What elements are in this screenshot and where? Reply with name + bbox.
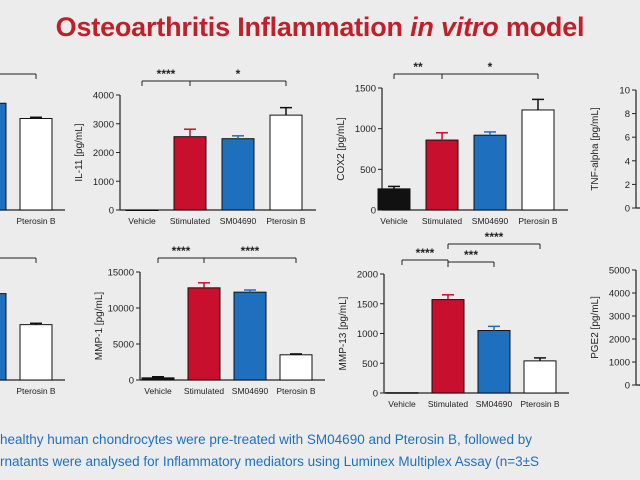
mmp13-y-tick-label: 0	[373, 389, 378, 400]
mmp1-x-tick-label: Pterosin B	[276, 386, 316, 396]
mmp1-bar	[187, 287, 221, 381]
il8-partial-bar	[0, 293, 7, 381]
pge2-partial-y-axis-label: PGE2 [pg/mL]	[590, 296, 601, 359]
mmp1-x-tick-label: SM04690	[232, 386, 269, 396]
il11-bar	[221, 138, 255, 211]
il6-partial-bar	[0, 102, 7, 211]
il11-x-tick-label: SM04690	[220, 216, 257, 226]
il11-bar	[173, 136, 207, 211]
pge2-partial-y-tick-label: 5000	[609, 266, 630, 277]
mmp13-sig-label: ****	[485, 230, 504, 244]
mmp1-y-tick-label: 0	[129, 376, 134, 387]
il11-bar	[125, 209, 159, 211]
il11-bar	[269, 114, 303, 211]
tnfa-partial-y-tick-label: 0	[625, 204, 630, 215]
mmp1-y-tick-label: 15000	[108, 268, 134, 279]
il11-x-tick-label: Stimulated	[170, 216, 210, 226]
il11-sig-label: *	[236, 67, 241, 81]
il11-x-tick-label: Pterosin B	[266, 216, 306, 226]
mmp13-x-tick-label: Stimulated	[428, 399, 468, 409]
mmp13-sig-label: ****	[416, 246, 435, 260]
cox2-y-tick-label: 1000	[355, 124, 376, 135]
cox2-x-tick-label: Vehicle	[380, 216, 408, 226]
cox2-bar	[425, 139, 459, 211]
pge2-partial-y-tick-label: 4000	[609, 289, 630, 300]
mmp13-y-tick-label: 2000	[357, 270, 378, 281]
mmp1-y-tick-label: 10000	[108, 304, 134, 315]
mmp1-y-tick-label: 5000	[113, 340, 134, 351]
tnfa-partial-y-tick-label: 4	[625, 156, 630, 167]
mmp13-bar	[385, 392, 419, 394]
cox2-x-tick-label: Stimulated	[422, 216, 462, 226]
mmp1-x-tick-label: Stimulated	[184, 386, 224, 396]
il11-sig-label: ****	[157, 67, 176, 81]
il8-partial-bar	[19, 324, 53, 381]
mmp1-sig-label: ****	[172, 244, 191, 258]
cox2-y-tick-label: 0	[371, 206, 376, 217]
mmp13-y-axis-label: MMP-13 [pg/mL]	[338, 296, 349, 370]
il8-partial-x-tick-label: Pterosin B	[16, 386, 56, 396]
cox2-x-tick-label: SM04690	[472, 216, 509, 226]
cox2-sig-label: **	[413, 60, 423, 74]
mmp13-y-tick-label: 500	[362, 359, 378, 370]
il6-partial-bar	[19, 118, 53, 211]
cox2-bar	[521, 109, 555, 211]
caption-line-1: healthy human chondrocytes were pre-trea…	[0, 432, 533, 447]
mmp13-x-tick-label: SM04690	[476, 399, 513, 409]
cox2-sig-label: *	[488, 60, 493, 74]
mmp1-bar	[233, 291, 267, 381]
mmp1-bar	[141, 377, 175, 381]
tnfa-partial-y-tick-label: 10	[619, 86, 630, 97]
mmp13-bar	[477, 330, 511, 394]
tnfa-partial-y-tick-label: 8	[625, 109, 630, 120]
cox2-y-tick-label: 1500	[355, 84, 376, 95]
page-title: Osteoarthritis Inflammation in vitro mod…	[55, 12, 585, 42]
il11-y-tick-label: 1000	[93, 177, 114, 188]
mmp1-bar	[279, 354, 313, 381]
il11-x-tick-label: Vehicle	[128, 216, 156, 226]
cox2-bar	[473, 134, 507, 211]
il11-y-tick-label: 2000	[93, 148, 114, 159]
tnfa-partial-y-tick-label: 2	[625, 180, 630, 191]
pge2-partial-y-tick-label: 2000	[609, 335, 630, 346]
tnfa-partial-y-tick-label: 6	[625, 133, 630, 144]
il11-y-tick-label: 3000	[93, 119, 114, 130]
mmp13-y-tick-label: 1000	[357, 329, 378, 340]
mmp1-x-tick-label: Vehicle	[144, 386, 172, 396]
caption-line-2: rnatants were analysed for Inflammatory …	[0, 454, 540, 469]
cox2-x-tick-label: Pterosin B	[518, 216, 558, 226]
il6-partial-x-tick-label: Pterosin B	[16, 216, 56, 226]
il11-y-tick-label: 0	[109, 206, 114, 217]
pge2-partial-y-tick-label: 3000	[609, 312, 630, 323]
pge2-partial-y-tick-label: 1000	[609, 358, 630, 369]
mmp13-y-tick-label: 1500	[357, 299, 378, 310]
pge2-partial-y-tick-label: 0	[625, 381, 630, 392]
il11-y-tick-label: 4000	[93, 91, 114, 102]
mmp13-x-tick-label: Pterosin B	[520, 399, 560, 409]
cox2-y-tick-label: 500	[360, 165, 376, 176]
tnfa-partial-y-axis-label: TNF-alpha [pg/mL]	[590, 107, 601, 191]
mmp13-bar	[431, 299, 465, 394]
mmp13-sig-label: ***	[464, 248, 478, 262]
mmp13-x-tick-label: Vehicle	[388, 399, 416, 409]
mmp13-bar	[523, 360, 557, 394]
il11-y-axis-label: IL-11 [pg/mL]	[74, 123, 85, 181]
mmp1-sig-label: ****	[241, 244, 260, 258]
mmp1-y-axis-label: MMP-1 [pg/mL]	[94, 292, 105, 361]
cox2-y-axis-label: COX2 [pg/mL]	[336, 117, 347, 181]
cox2-bar	[377, 188, 411, 211]
